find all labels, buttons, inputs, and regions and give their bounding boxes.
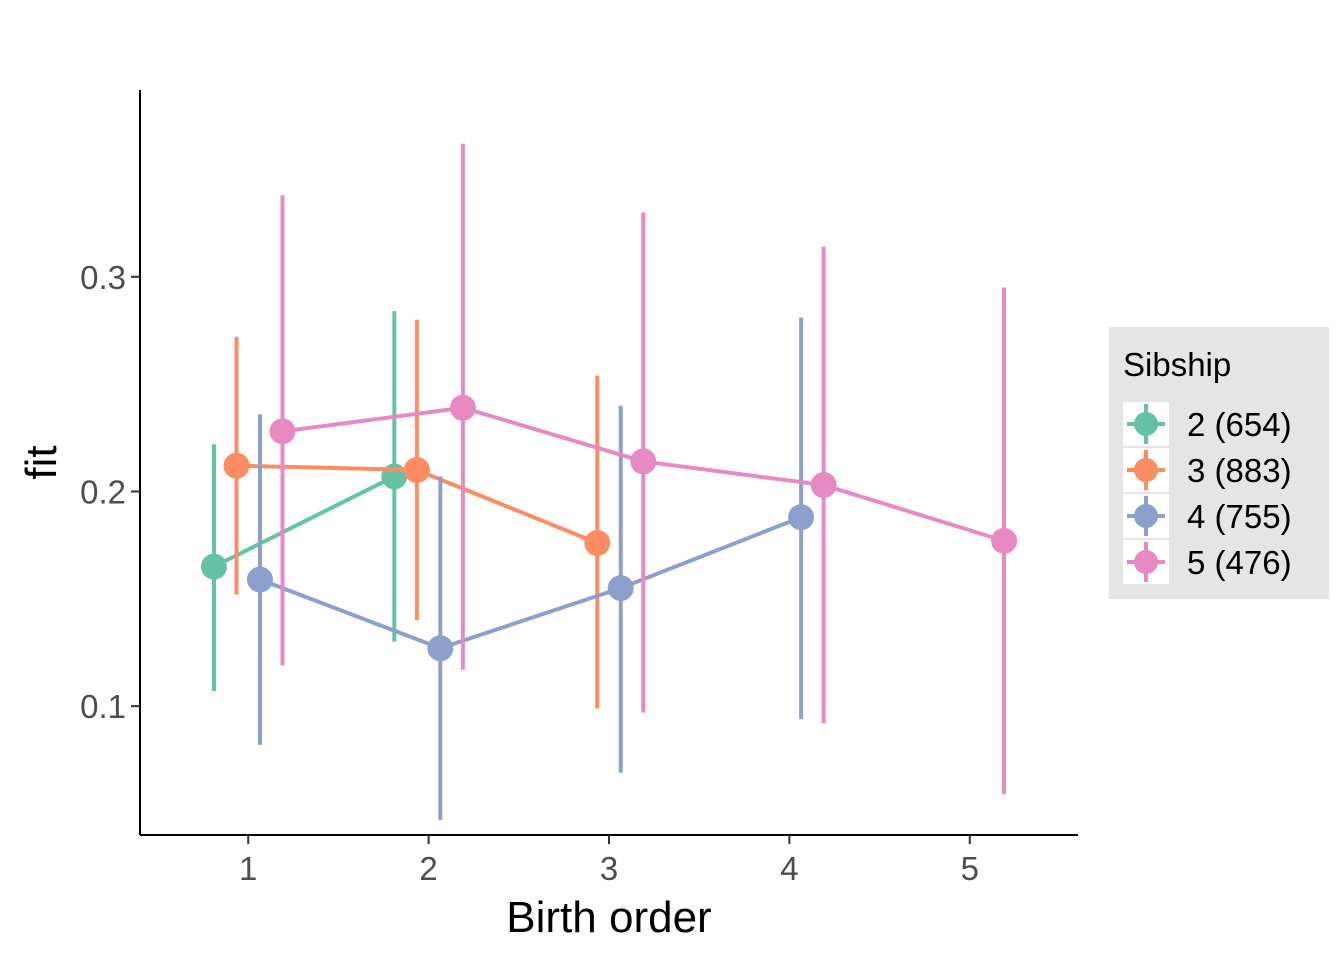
- legend-label: 4 (755): [1187, 498, 1292, 535]
- series-line: [213, 474, 396, 569]
- data-point: [630, 448, 657, 475]
- data-point: [427, 635, 454, 662]
- legend-item: 5 (476): [1123, 540, 1292, 584]
- x-tick-label: 4: [780, 850, 798, 887]
- legend-item: 2 (654): [1123, 402, 1292, 446]
- data-point: [810, 472, 837, 499]
- legend-items: 2 (654) 3 (883) 4 (755) 5 (476): [1123, 402, 1292, 584]
- data-point: [403, 457, 430, 484]
- data-point: [223, 452, 250, 479]
- legend-key-point: [1134, 458, 1158, 482]
- x-tick-label: 3: [600, 850, 618, 887]
- legend-key-point: [1134, 550, 1158, 574]
- series-5: [269, 143, 1018, 795]
- y-tick-label: 0.1: [80, 688, 126, 725]
- legend-label: 2 (654): [1187, 406, 1292, 443]
- y-axis-ticks: 0.1 0.2 0.3: [80, 259, 140, 725]
- legend-item: 4 (755): [1123, 494, 1292, 538]
- y-axis-title: fit: [17, 445, 66, 479]
- data-point: [246, 566, 273, 593]
- series-2: [200, 311, 408, 692]
- x-tick-label: 1: [239, 850, 257, 887]
- series-4: [246, 317, 815, 820]
- x-axis-ticks: 1 2 3 4 5: [239, 835, 979, 887]
- legend-key-point: [1134, 504, 1158, 528]
- x-tick-label: 2: [419, 850, 437, 887]
- legend-label: 3 (883): [1187, 452, 1292, 489]
- legend-item: 3 (883): [1123, 448, 1292, 492]
- series-layer: [200, 143, 1018, 820]
- legend-key-point: [1134, 412, 1158, 436]
- data-point: [200, 553, 227, 580]
- x-tick-label: 5: [961, 850, 979, 887]
- data-point: [788, 504, 815, 531]
- series-3: [223, 319, 611, 709]
- plot-area: 1 2 3 4 5 0.1 0.2 0.3: [80, 90, 1078, 887]
- x-axis-title: Birth order: [506, 893, 711, 942]
- data-point: [584, 530, 611, 557]
- data-point: [269, 418, 296, 445]
- series-line: [259, 515, 802, 651]
- y-tick-label: 0.2: [80, 473, 126, 510]
- y-tick-label: 0.3: [80, 259, 126, 296]
- data-point: [607, 575, 634, 602]
- data-point: [449, 394, 476, 421]
- legend-title: Sibship: [1123, 346, 1231, 383]
- legend: Sibship 2 (654) 3 (883) 4 (755) 5 (476): [1109, 327, 1329, 599]
- data-point: [991, 527, 1018, 554]
- legend-label: 5 (476): [1187, 544, 1292, 581]
